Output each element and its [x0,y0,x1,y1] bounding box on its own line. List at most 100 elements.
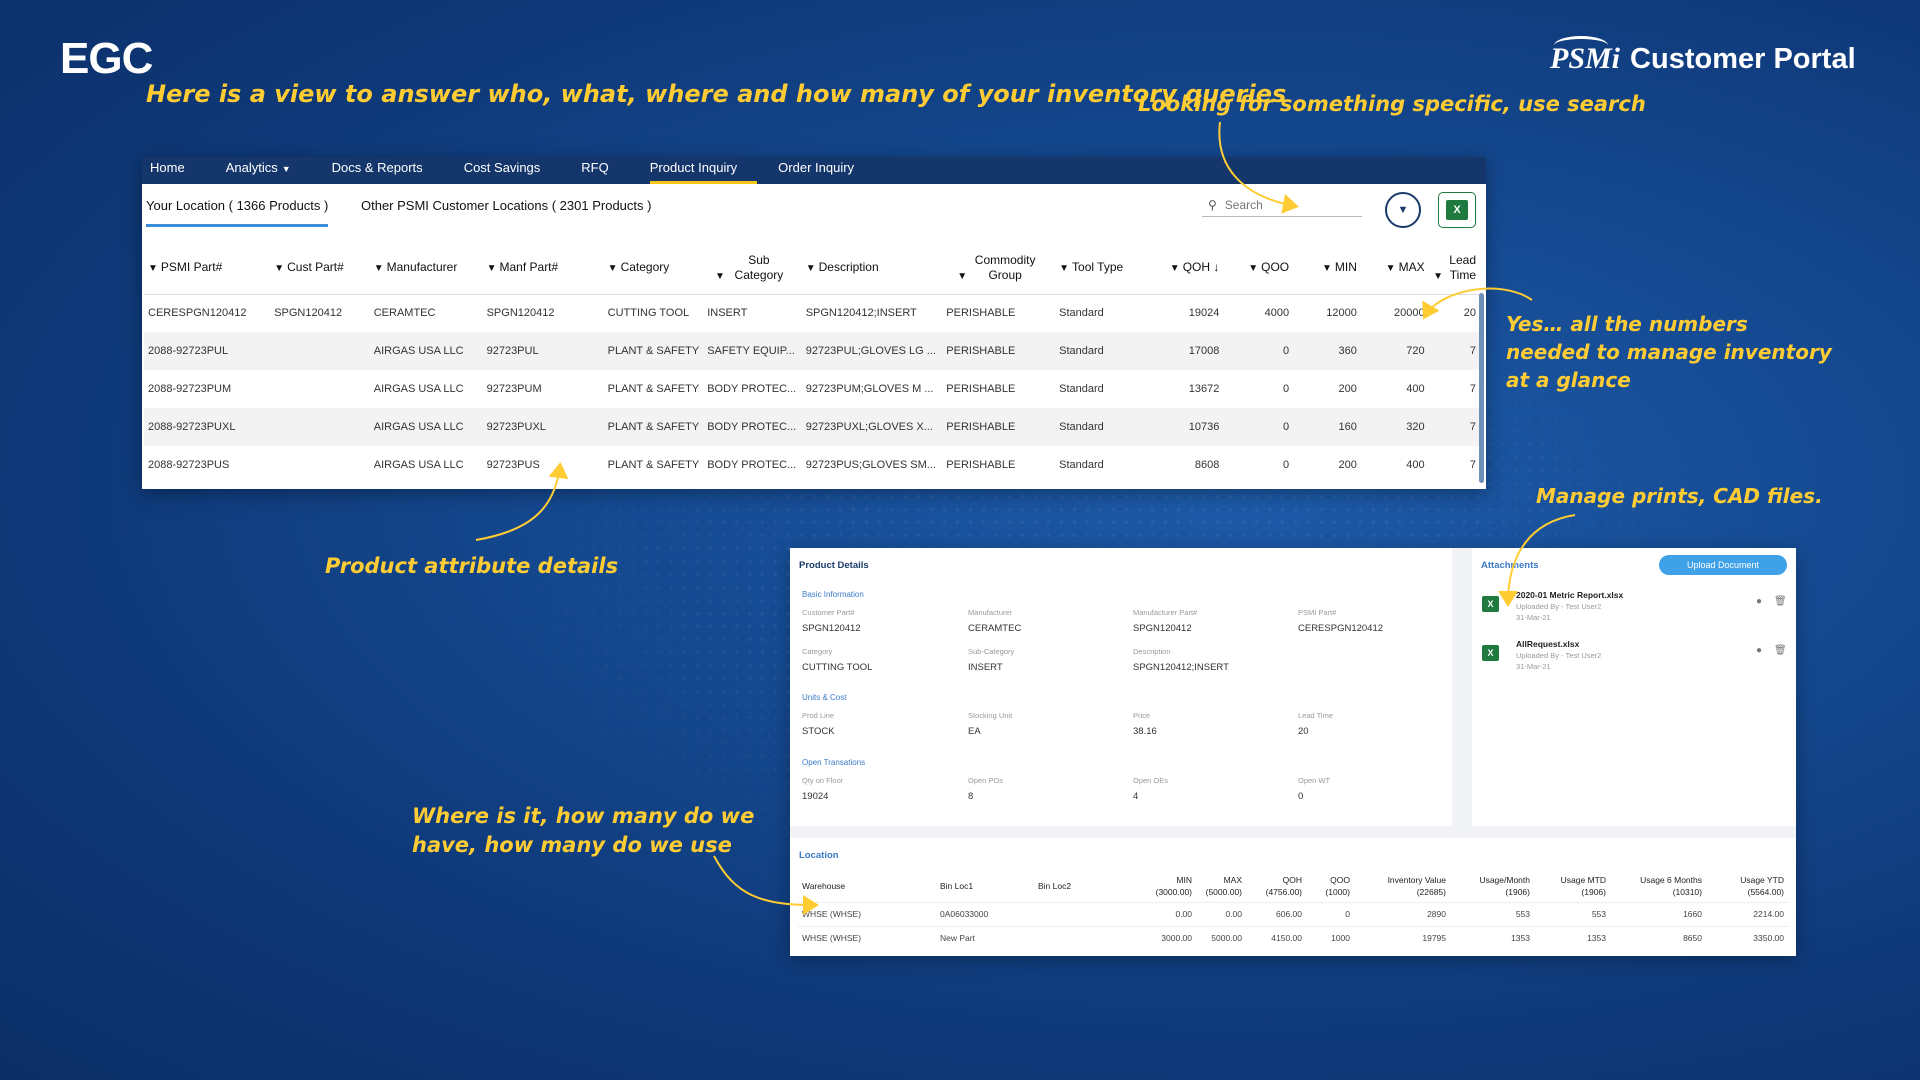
col-manufacturer[interactable]: ▼ Manufacturer [369,242,483,295]
table-row[interactable]: 2088-92723PUL AIRGAS USA LLC 92723PUL PLANT… [144,332,1480,370]
open-wt-label: Open WT [1298,776,1331,785]
table-cell: 7 [1469,383,1476,395]
filter-icon: ▼ [1433,270,1443,282]
filter-icon: ▼ [1385,263,1396,274]
location-row[interactable]: WHSE (WHSE) New Part 3000.00 5000.00 4150.00… [798,925,1788,950]
attachment-name[interactable]: 2020-01 Metric Report.xlsx [1516,590,1624,600]
nav-cost-savings[interactable]: Cost Savings [464,160,561,184]
col-tool-type[interactable]: ▼ Tool Type [1055,242,1158,295]
excel-file-icon: X [1482,645,1499,661]
price-value: 38.16 [1133,726,1157,737]
col-description[interactable]: ▼ Description [801,242,943,295]
table-cell: 7 [1428,332,1480,370]
filter-icon: ▼ [274,263,285,274]
manf-part-value: SPGN120412 [1133,623,1192,634]
table-cell: 20000 [1394,307,1425,320]
nav-home[interactable]: Home [150,160,205,184]
download-icon[interactable]: ● [1756,645,1763,656]
nav-docs-reports[interactable]: Docs & Reports [332,160,443,184]
search-icon: ⚲ [1208,198,1217,212]
col-label: MAX [1398,260,1425,274]
location-cell [1034,925,1132,950]
col-lead-time[interactable]: ▼ Lead Time [1428,242,1480,295]
table-cell: PLANT & SAFETY [607,459,700,471]
table-cell: AIRGAS USA LLC [369,332,483,370]
col-qoo[interactable]: ▼ QOO [1223,242,1294,295]
egc-logo: EGC [60,34,153,83]
filter-icon: ▼ [1248,263,1259,274]
manf-part-label: Manufacturer Part# [1133,608,1198,617]
export-excel-button[interactable]: X [1438,192,1476,228]
attachment-item: X AllRequest.xlsx Uploaded By - Test Use… [1482,639,1787,679]
location-col-header: Bin Loc1 [936,872,1034,902]
attachments-title: Attachments [1481,560,1539,571]
col-sub-category[interactable]: ▼ Sub Category [703,242,802,295]
search-input[interactable] [1224,198,1345,212]
table-cell: 200 [1338,459,1357,471]
table-cell: PERISHABLE [946,307,1016,320]
delete-icon[interactable]: 🗑 [1774,596,1787,607]
table-row[interactable]: 2088-92723PUS AIRGAS USA LLC 92723PUS PLANT… [144,446,1480,484]
col-commodity-group[interactable]: ▼ Commodity Group [942,242,1056,295]
table-cell: 400 [1406,459,1425,471]
filter-icon: ▼ [486,263,497,274]
tab-your-location[interactable]: Your Location ( 1366 Products ) [146,198,329,227]
manufacturer-value: CERAMTEC [968,623,1022,634]
col-cust-part[interactable]: ▼ Cust Part# [270,242,370,295]
psmi-part-value: CERESPGN120412 [1298,623,1384,634]
tab-other-locations[interactable]: Other PSMI Customer Locations ( 2301 Pro… [361,198,652,213]
table-row[interactable]: CERESPGN120412 SPGN120412 CERAMTEC SPGN1204… [144,294,1480,332]
location-cell: 1353 [1450,925,1534,950]
delete-icon[interactable]: 🗑 [1774,645,1787,656]
location-col-total: (10310) [1672,886,1702,897]
location-cell: 0 [1306,901,1354,926]
inventory-app: Home Analytics ▼ Docs & Reports Cost Savi… [142,157,1486,489]
nav-product-inquiry[interactable]: Product Inquiry [649,160,758,184]
annotation-prints: Manage prints, CAD files. [1536,484,1823,508]
location-col-total: (3000.00) [1155,886,1192,897]
nav-home-label: Home [150,160,185,175]
col-label: Tool Type [1072,260,1124,274]
category-value: CUTTING TOOL [802,662,873,673]
location-cell: WHSE (WHSE) [798,925,936,950]
manufacturer-label: Manufacturer [968,608,1013,617]
nav-rfq[interactable]: RFQ [581,160,628,184]
col-max[interactable]: ▼ MAX [1360,242,1429,295]
download-icon[interactable]: ● [1756,596,1763,607]
table-cell [270,408,370,446]
attachment-name[interactable]: AllRequest.xlsx [1516,639,1580,649]
upload-document-button[interactable]: Upload Document [1659,555,1787,575]
excel-icon: X [1446,200,1468,220]
col-category[interactable]: ▼ Category [603,242,704,295]
location-cell [1034,901,1132,926]
table-cell: Standard [1059,459,1104,471]
filter-icon: ▼ [805,263,816,274]
filter-icon: ▼ [957,270,968,282]
location-col-label: Bin Loc2 [1038,880,1072,891]
location-cell: 553 [1534,901,1610,926]
table-cell: SPGN120412;INSERT [805,307,917,320]
stocking-unit-label: Stocking Unit [968,711,1013,720]
location-cell: 1000 [1306,925,1354,950]
table-row[interactable]: 2088-92723PUM AIRGAS USA LLC 92723PUM PLANT… [144,370,1480,408]
filter-icon: ▼ [715,270,725,282]
col-manf-part[interactable]: ▼ Manf Part# [482,242,604,295]
filter-button[interactable]: ▼ [1385,192,1421,228]
nav-analytics[interactable]: Analytics ▼ [226,160,311,184]
table-cell: 8608 [1194,459,1220,471]
attachments-card: Attachments Upload Document X 2020-01 Me… [1472,548,1796,826]
col-label: Cust Part# [287,260,344,274]
table-cell: 17008 [1157,332,1224,370]
filter-icon: ▼ [1321,263,1332,274]
location-cell: New Part [936,925,1034,950]
nav-order-inquiry[interactable]: Order Inquiry [778,160,874,184]
col-min[interactable]: ▼ MIN [1293,242,1361,295]
table-cell: 92723PUS [486,459,540,471]
col-psmi-part[interactable]: ▼ PSMI Part# [144,242,271,295]
location-col-header: QOH (4756.00) [1246,872,1306,902]
product-details-card: Product Details Basic Information Custom… [790,548,1452,826]
table-row[interactable]: 2088-92723PUXL AIRGAS USA LLC 92723PUXL PLA… [144,408,1480,446]
location-row[interactable]: WHSE (WHSE) 0A06033000 0.00 0.00 606.00 0 2890… [798,901,1788,926]
col-qoh[interactable]: ▼ QOH ↓ [1157,242,1224,295]
table-scrollbar[interactable] [1479,293,1484,483]
